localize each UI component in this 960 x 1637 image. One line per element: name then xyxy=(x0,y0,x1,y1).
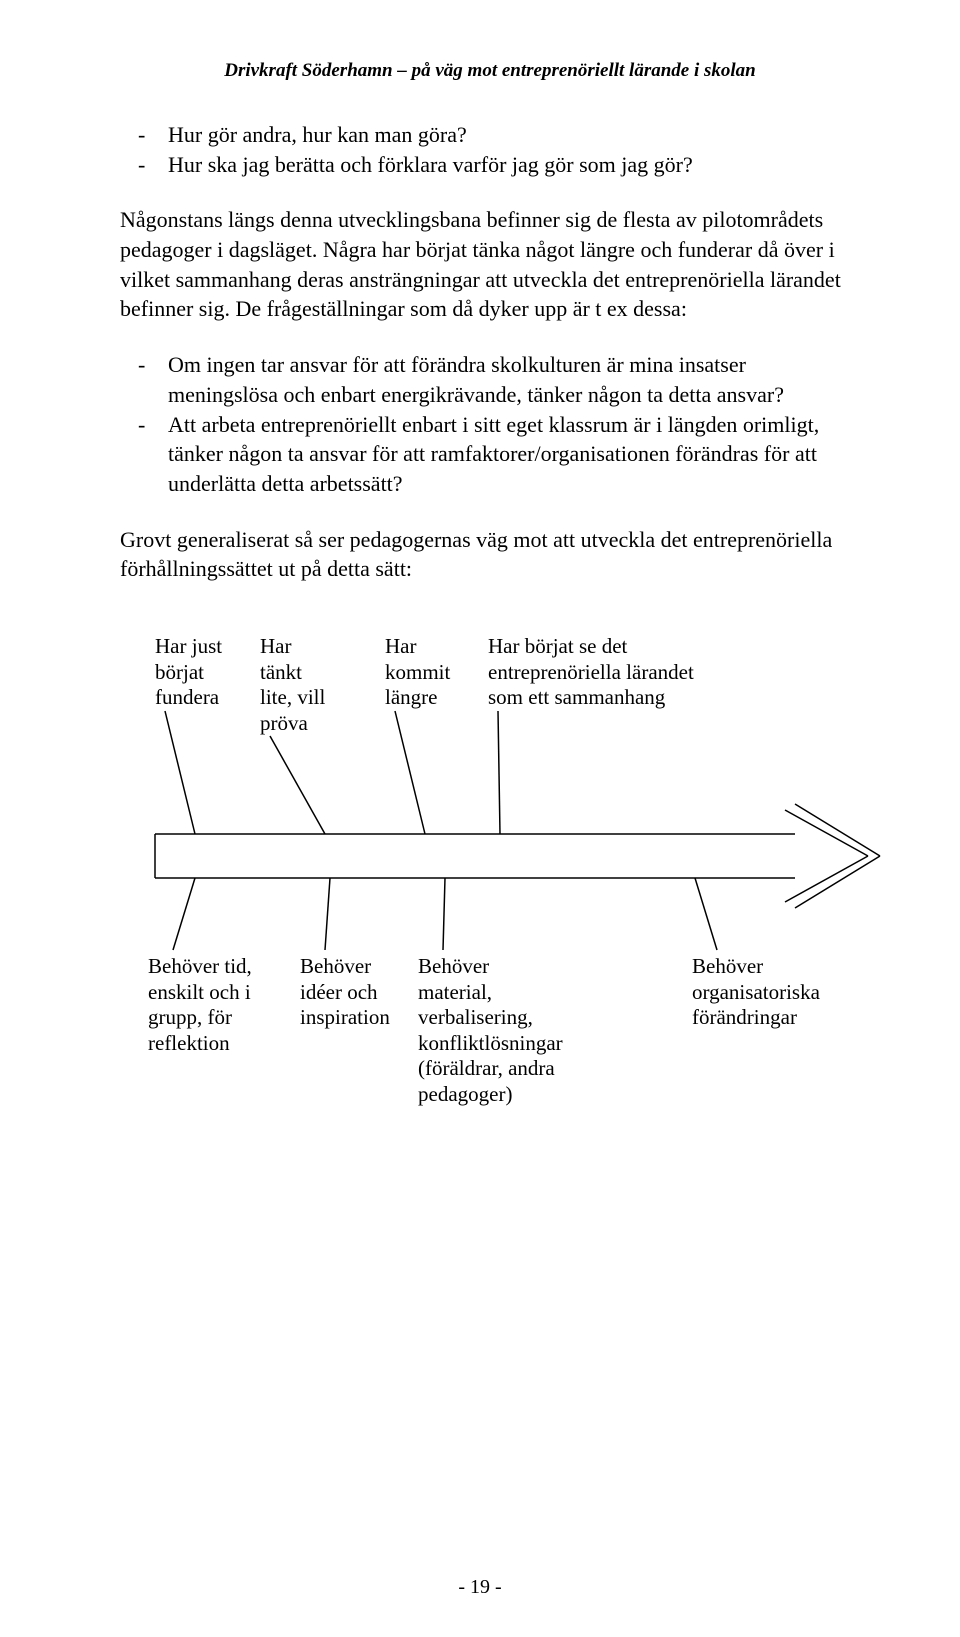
mid-bullet-list: Om ingen tar ansvar för att förändra sko… xyxy=(120,350,860,498)
running-head: Drivkraft Söderhamn – på väg mot entrepr… xyxy=(120,60,860,82)
diagram-label-top: Hartänktlite, villpröva xyxy=(260,634,325,736)
diagram-label-bottom: Behöveridéer ochinspiration xyxy=(300,954,390,1031)
document-page: Drivkraft Söderhamn – på väg mot entrepr… xyxy=(0,0,960,1637)
page-number: - 19 - xyxy=(0,1576,960,1599)
diagram-label-top: Harkommitlängre xyxy=(385,634,450,711)
diagram-label-top: Har börjat se detentreprenöriella lärand… xyxy=(488,634,694,711)
list-item: Om ingen tar ansvar för att förändra sko… xyxy=(120,350,860,409)
list-item: Hur gör andra, hur kan man göra? xyxy=(120,120,860,150)
list-item: Att arbeta entreprenöriellt enbart i sit… xyxy=(120,410,860,499)
top-bullet-list: Hur gör andra, hur kan man göra? Hur ska… xyxy=(120,120,860,179)
diagram-label-bottom: Behöver tid,enskilt och igrupp, förrefle… xyxy=(148,954,252,1056)
flow-arrow-diagram: Har justbörjatfundera Hartänktlite, villp… xyxy=(100,634,920,1154)
list-item: Hur ska jag berätta och förklara varför … xyxy=(120,150,860,180)
paragraph: Någonstans längs denna utvecklingsbana b… xyxy=(120,205,860,324)
diagram-label-bottom: Behöverorganisatoriskaförändringar xyxy=(692,954,820,1031)
paragraph: Grovt generaliserat så ser pedagogernas … xyxy=(120,525,860,584)
diagram-label-top: Har justbörjatfundera xyxy=(155,634,222,711)
diagram-label-bottom: Behövermaterial,verbalisering,konfliktlö… xyxy=(418,954,563,1108)
